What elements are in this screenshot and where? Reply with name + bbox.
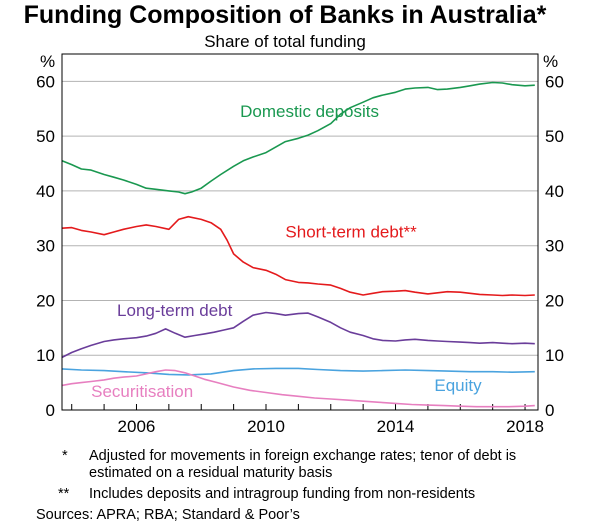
chart-title: Funding Composition of Banks in Australi… <box>24 1 547 29</box>
note-2-text: Includes deposits and intragroup funding… <box>89 486 475 502</box>
series-line-equity <box>61 367 535 376</box>
y-unit-right: % <box>543 52 558 71</box>
y-tick-left-10: 10 <box>36 346 55 365</box>
y-tick-right-30: 30 <box>545 237 564 256</box>
y-tick-left-50: 50 <box>36 127 55 146</box>
y-tick-right-10: 10 <box>545 346 564 365</box>
y-tick-left-60: 60 <box>36 72 55 91</box>
y-tick-right-20: 20 <box>545 291 564 310</box>
series-lines: Domestic deposits Short-term debt** Long-t… <box>61 81 535 408</box>
series-label-equity: Equity <box>434 376 482 395</box>
x-tick-label-2014: 2014 <box>377 417 415 436</box>
y-tick-left-20: 20 <box>36 291 55 310</box>
x-tick-label-2006: 2006 <box>118 417 156 436</box>
chart-subtitle: Share of total funding <box>204 32 366 51</box>
note-1-text: Adjusted for movements in foreign exchan… <box>89 448 516 464</box>
series-label-securitisation: Securitisation <box>91 382 193 401</box>
series-line-domestic-deposits <box>61 81 535 195</box>
y-tick-right-40: 40 <box>545 182 564 201</box>
series-label-domestic-deposits: Domestic deposits <box>240 102 379 121</box>
note-1-text-cont: estimated on a residual maturity basis <box>89 465 332 481</box>
y-tick-right-0: 0 <box>545 401 554 420</box>
y-axis-labels: 0 0 10 10 20 20 30 30 40 40 50 50 60 60 <box>36 72 564 420</box>
y-tick-left-30: 30 <box>36 237 55 256</box>
gridlines <box>62 80 538 356</box>
series-line-securitisation <box>61 369 535 408</box>
series-label-short-term-debt: Short-term debt** <box>285 222 417 241</box>
sources: Sources: APRA; RBA; Standard & Poor’s <box>36 507 300 523</box>
x-tick-label-2010: 2010 <box>247 417 285 436</box>
plot-frame <box>61 53 539 411</box>
y-tick-right-50: 50 <box>545 127 564 146</box>
y-tick-left-0: 0 <box>46 401 55 420</box>
series-label-long-term-debt: Long-term debt <box>117 301 233 320</box>
series-line-short-term-debt <box>61 215 535 297</box>
note-1-marker: * <box>62 448 68 464</box>
x-tick-label-2018: 2018 <box>506 417 544 436</box>
y-tick-left-40: 40 <box>36 182 55 201</box>
x-axis-ticks: 2006 2010 2014 2018 <box>71 404 544 436</box>
y-unit-left: % <box>40 52 55 71</box>
series-line-long-term-debt <box>61 311 535 359</box>
note-2-marker: ** <box>58 486 70 502</box>
y-tick-right-60: 60 <box>545 72 564 91</box>
